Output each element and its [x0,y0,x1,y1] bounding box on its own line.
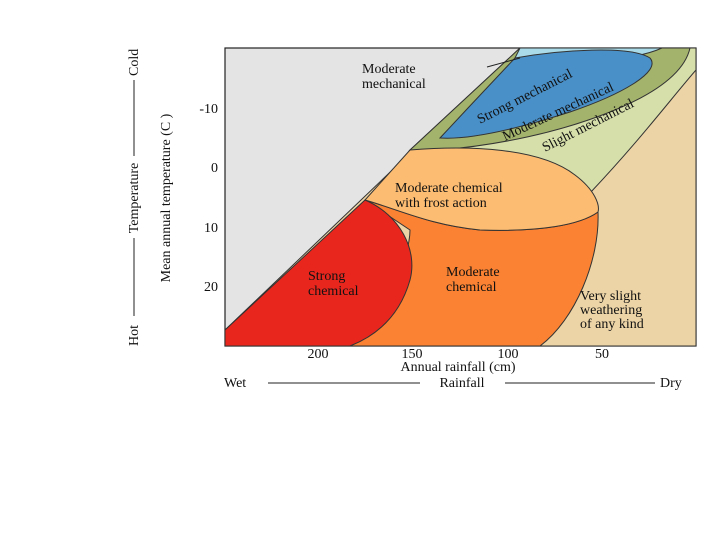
y-gradient-center: Temperature [127,163,142,234]
y-axis-title: Mean annual temperature (C ) [159,113,174,282]
x-gradient-center: Rainfall [439,376,484,391]
region-strong-chemical [225,199,413,346]
y-gradient-top: Cold [127,49,142,76]
x-tick-label: 100 [498,347,519,362]
x-gradient-right: Dry [660,376,682,391]
x-tick-label: 50 [595,347,609,362]
y-tick-label: 10 [204,221,218,236]
region-moderate-chemical-frost [364,147,599,231]
y-tick-label: 20 [204,280,218,295]
region-strong-mechanical [438,49,653,139]
pointer-line [486,57,521,68]
label-moderate-chemical: Moderate chemical [446,265,503,295]
label-moderate-mechanical-1: Moderate mechanical [362,62,426,92]
label-moderate-chemical-frost: Moderate chemical with frost action [395,181,506,211]
x-tick-label: 150 [402,347,423,362]
label-very-slight-weathering: Very slight weathering of any kind [580,289,646,332]
label-strong-chemical: Strong chemical [308,269,359,299]
x-gradient-left: Wet [224,376,246,391]
x-tick-label: 200 [308,347,329,362]
y-tick-label: 0 [211,161,218,176]
y-tick-label: -10 [199,102,218,117]
y-gradient-bottom: Hot [127,325,142,346]
x-axis-title: Annual rainfall (cm) [400,360,515,375]
